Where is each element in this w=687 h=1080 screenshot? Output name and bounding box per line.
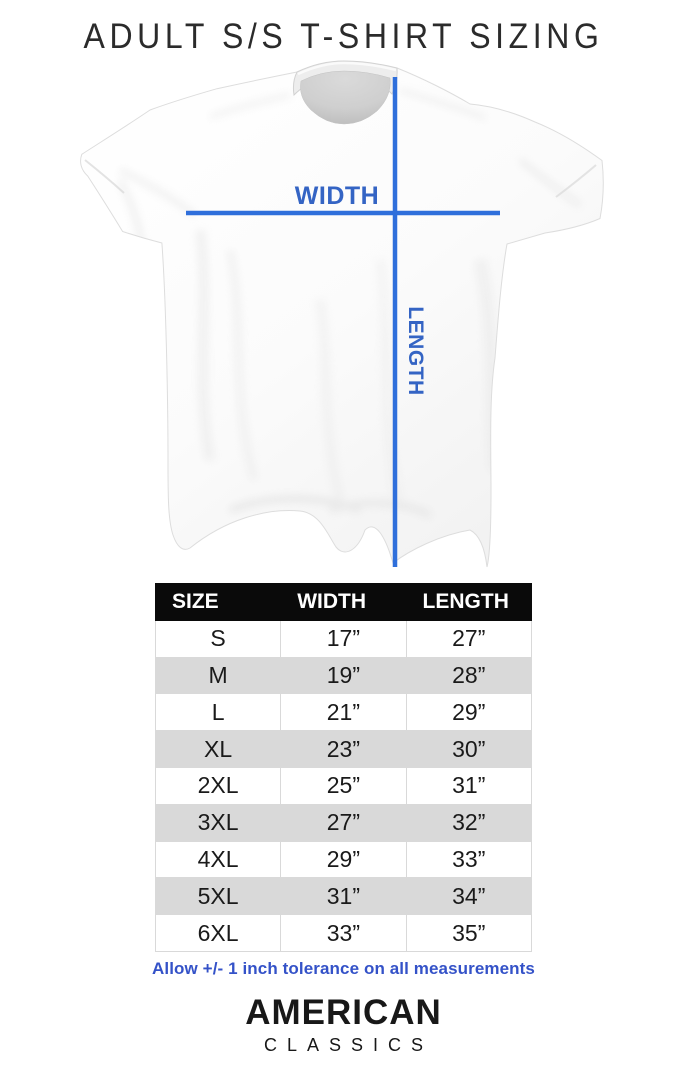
svg-text:LENGTH: LENGTH bbox=[404, 306, 427, 395]
svg-text:WIDTH: WIDTH bbox=[295, 182, 379, 210]
